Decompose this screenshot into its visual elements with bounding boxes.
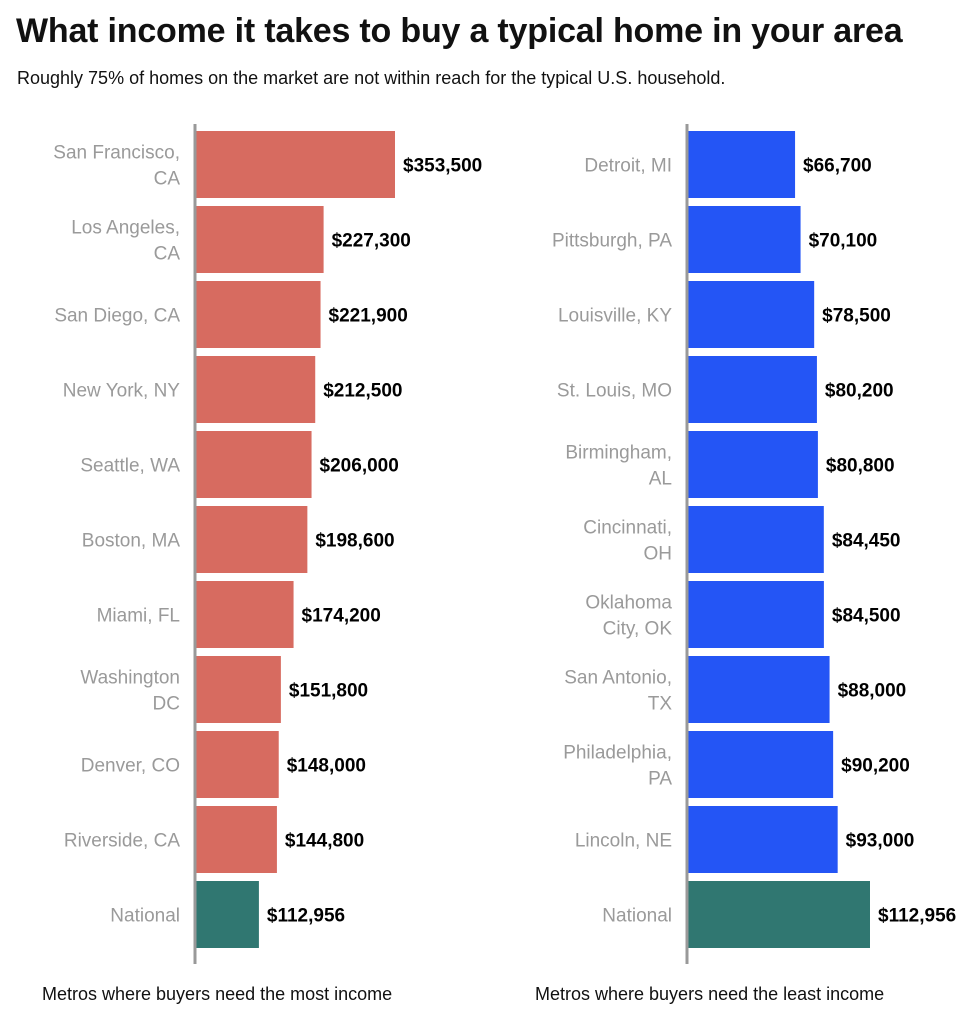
bar-national (195, 881, 259, 948)
category-label: San Antonio, (564, 668, 672, 689)
category-label: Washington (80, 668, 180, 689)
category-label: Philadelphia, (563, 743, 672, 764)
value-label: $212,500 (323, 381, 402, 402)
chart-title: What income it takes to buy a typical ho… (16, 12, 903, 50)
bar (195, 581, 294, 648)
category-label: OH (644, 544, 673, 565)
value-label: $88,000 (838, 681, 907, 702)
category-label: DC (153, 694, 180, 715)
value-label: $206,000 (320, 456, 399, 477)
value-label: $174,200 (302, 606, 381, 627)
category-label: Miami, FL (97, 606, 180, 627)
bar (687, 506, 824, 573)
value-label: $148,000 (287, 756, 366, 777)
category-label: Detroit, MI (584, 156, 672, 177)
category-label: Louisville, KY (558, 306, 672, 327)
value-label: $78,500 (822, 306, 891, 327)
value-label: $353,500 (403, 156, 482, 177)
value-label: $198,600 (315, 531, 394, 552)
value-label: $93,000 (846, 831, 915, 852)
category-label: PA (648, 769, 672, 790)
category-label: San Francisco, (53, 143, 180, 164)
category-label: CA (154, 244, 181, 265)
category-label: Oklahoma (585, 593, 672, 614)
value-label: $221,900 (329, 306, 408, 327)
category-label: AL (649, 469, 672, 490)
category-label: Boston, MA (82, 531, 181, 552)
category-label: National (602, 906, 672, 927)
bar-national (687, 881, 870, 948)
category-label: National (110, 906, 180, 927)
bar (687, 131, 796, 198)
category-label: Denver, CO (81, 756, 180, 777)
bar (195, 806, 277, 873)
value-label: $112,956 (878, 906, 956, 927)
value-label: $227,300 (332, 231, 411, 252)
bar (195, 506, 308, 573)
bar (195, 731, 279, 798)
value-label: $80,800 (826, 456, 895, 477)
value-label: $66,700 (803, 156, 872, 177)
category-label: Seattle, WA (80, 456, 180, 477)
bar (687, 431, 818, 498)
bar (687, 581, 824, 648)
category-label: Los Angeles, (71, 218, 180, 239)
left-panel-caption: Metros where buyers need the most income (42, 984, 393, 1004)
panel-most-income: $353,500 San Francisco, CA $227,300 Los Ange… (53, 124, 482, 964)
category-label: CA (154, 169, 181, 190)
value-label: $144,800 (285, 831, 364, 852)
category-label: San Diego, CA (54, 306, 180, 327)
bar (687, 731, 834, 798)
value-label: $90,200 (841, 756, 910, 777)
value-label: $112,956 (267, 906, 345, 927)
value-label: $84,450 (832, 531, 901, 552)
category-label: Cincinnati, (583, 518, 672, 539)
panel-least-income: $66,700 Detroit, MI $70,100 Pittsburgh, PA $… (552, 124, 956, 964)
category-label: St. Louis, MO (557, 381, 672, 402)
bar (195, 431, 312, 498)
bar (687, 806, 838, 873)
bar (687, 656, 830, 723)
bar (195, 281, 321, 348)
bar (195, 131, 395, 198)
value-label: $84,500 (832, 606, 901, 627)
category-label: New York, NY (63, 381, 181, 402)
category-label: Lincoln, NE (575, 831, 672, 852)
bar (687, 281, 815, 348)
value-label: $70,100 (809, 231, 878, 252)
value-label: $151,800 (289, 681, 368, 702)
chart-subtitle: Roughly 75% of homes on the market are n… (17, 68, 726, 88)
bar (687, 356, 817, 423)
bar (195, 356, 316, 423)
value-label: $80,200 (825, 381, 894, 402)
right-panel-caption: Metros where buyers need the least incom… (535, 984, 885, 1004)
category-label: Riverside, CA (64, 831, 180, 852)
category-label: TX (648, 694, 673, 715)
bar (195, 206, 324, 273)
bar (195, 656, 281, 723)
category-label: Pittsburgh, PA (552, 231, 672, 252)
category-label: City, OK (603, 619, 673, 640)
category-label: Birmingham, (565, 443, 672, 464)
bar (687, 206, 801, 273)
